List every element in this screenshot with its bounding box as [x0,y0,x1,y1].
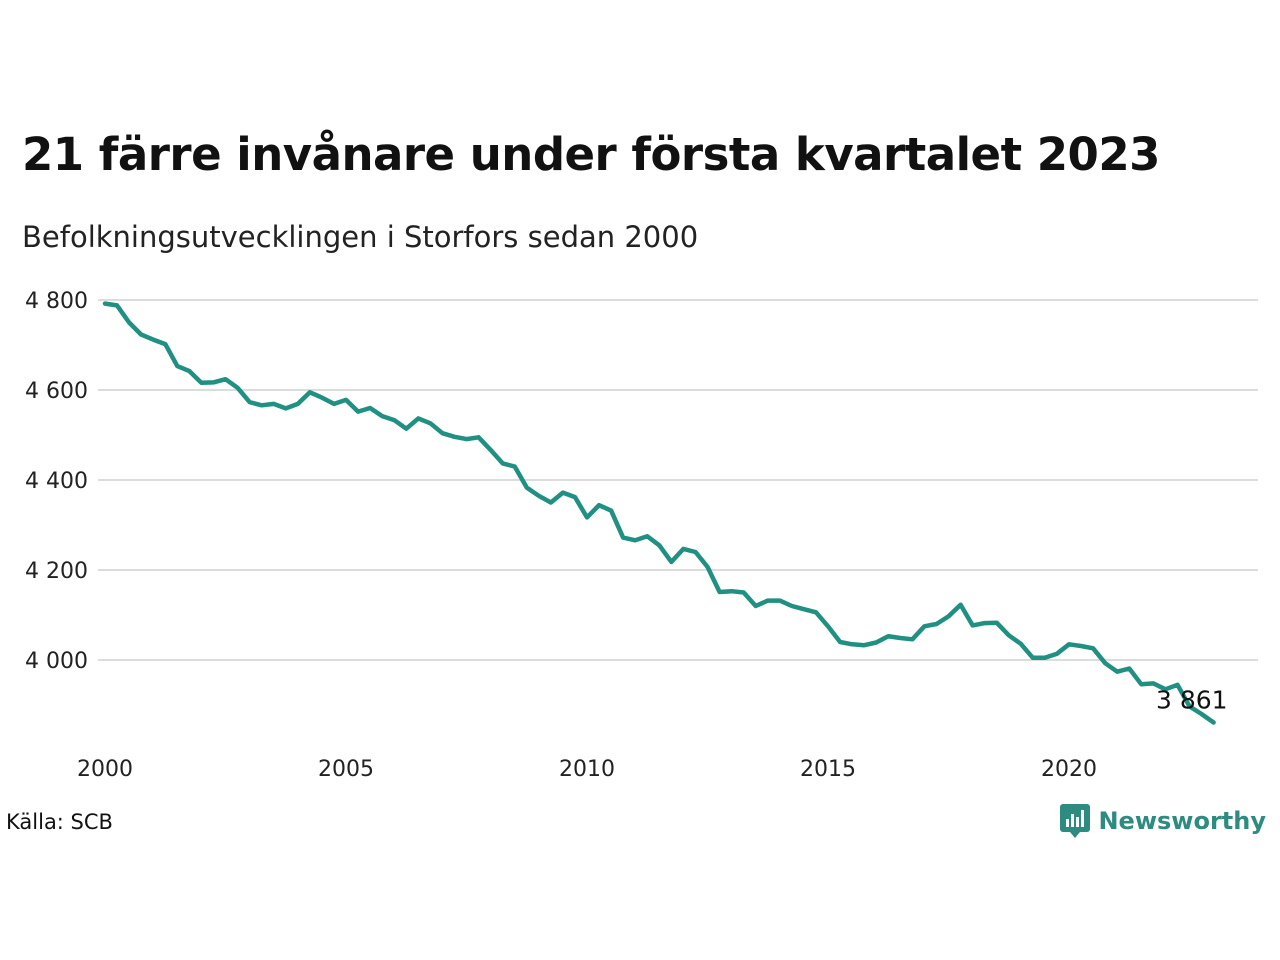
y-axis-tick-labels: 4 000 4 200 4 400 4 600 4 800 [25,289,88,674]
x-tick-label: 2020 [1041,757,1097,782]
x-tick-label: 2015 [800,757,856,782]
y-tick-label: 4 200 [25,559,88,584]
chart-title: 21 färre invånare under första kvartalet… [22,128,1161,181]
grid-lines [98,299,1258,661]
y-tick-label: 4 600 [25,379,88,404]
population-line [102,301,1216,725]
chart-subtitle: Befolkningsutvecklingen i Storfors sedan… [22,220,699,254]
x-tick-label: 2000 [77,757,133,782]
last-value-annotation: 3 861 [1156,686,1228,715]
y-tick-label: 4 400 [25,469,88,494]
newsworthy-logo-icon [1060,804,1091,838]
brand-logo: Newsworthy [1060,804,1266,838]
x-tick-label: 2005 [318,757,374,782]
source-label: Källa: SCB [6,810,113,834]
y-tick-label: 4 000 [25,649,88,674]
y-tick-label: 4 800 [25,289,88,314]
brand-name: Newsworthy [1098,807,1266,835]
x-axis-tick-labels: 2000 2005 2010 2015 2020 [77,757,1097,782]
x-tick-label: 2010 [559,757,615,782]
